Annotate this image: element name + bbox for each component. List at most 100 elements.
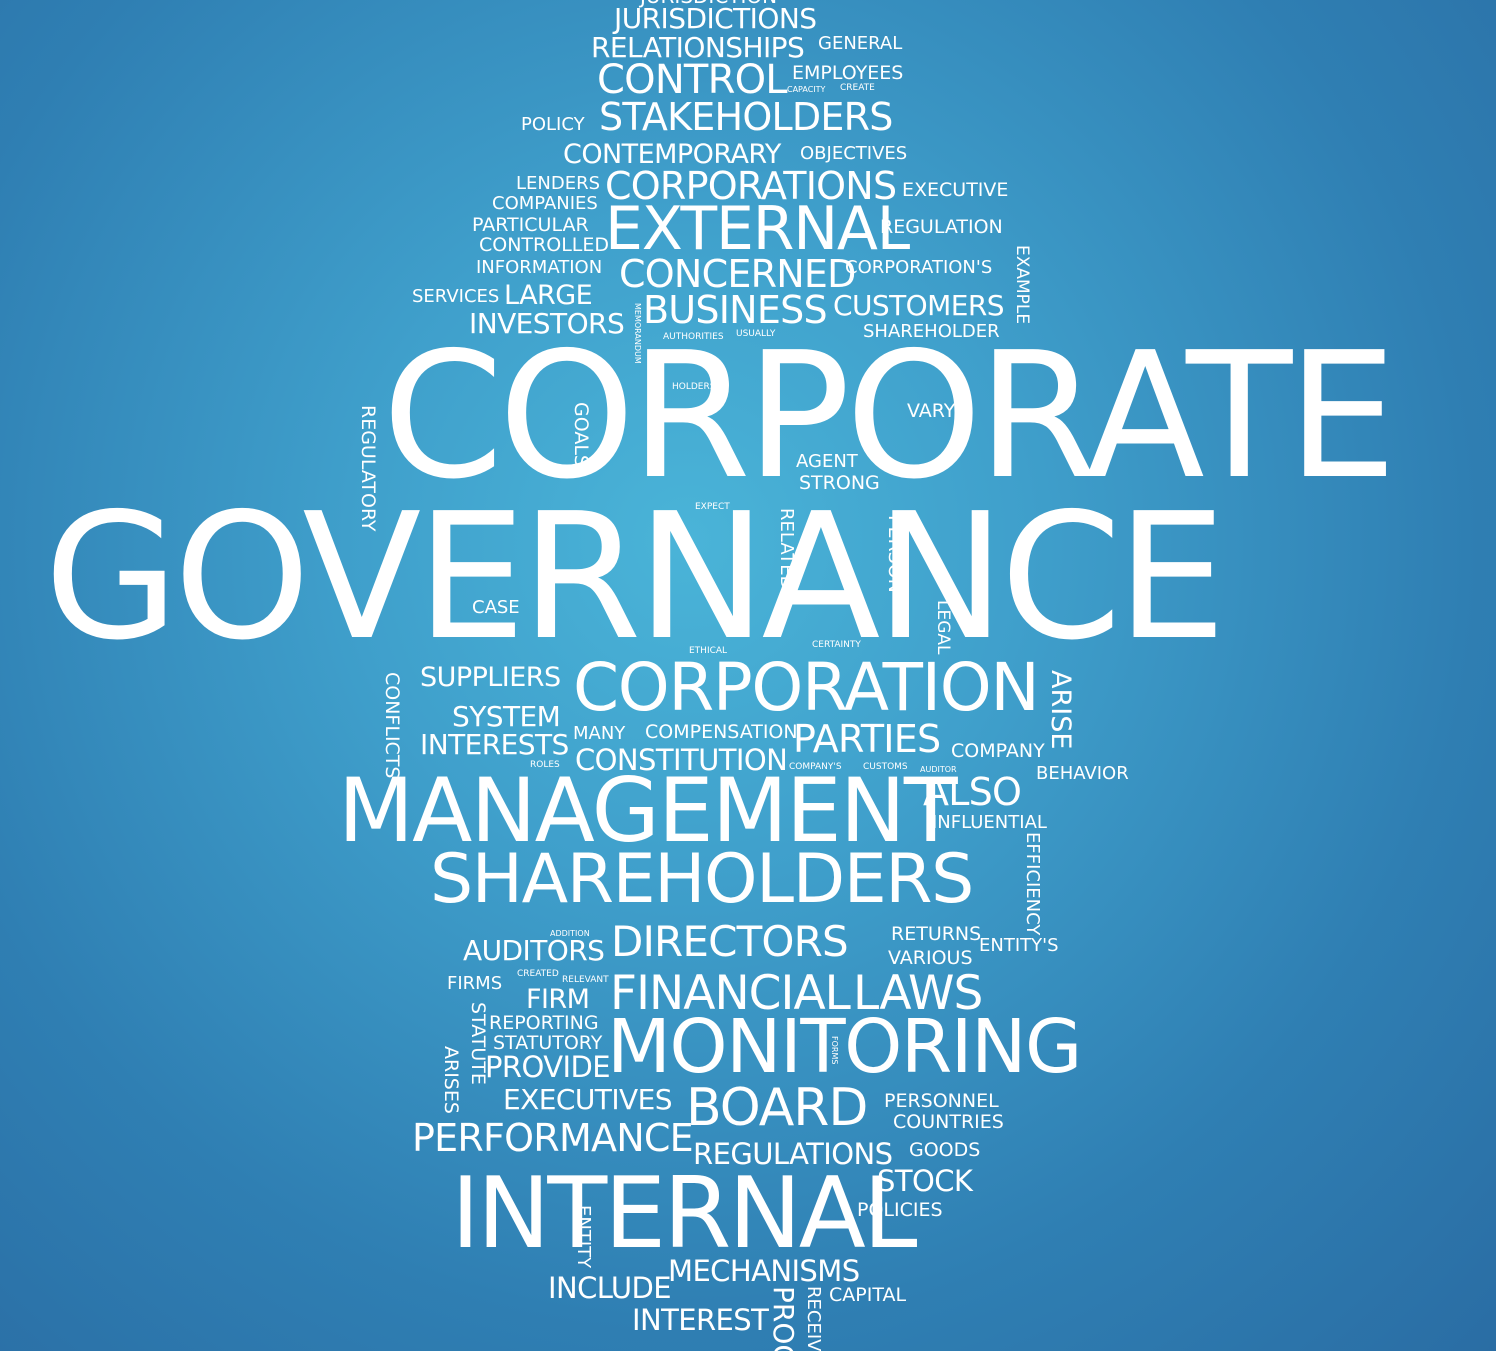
word-firm: FIRM: [526, 984, 590, 1015]
word-proc: PROC: [767, 1286, 800, 1351]
word-business: BUSINESS: [643, 288, 828, 332]
word-relationships: RELATIONSHIPS: [591, 31, 805, 64]
word-statutory: STATUTORY: [493, 1032, 603, 1054]
word-system: SYSTEM: [452, 700, 561, 733]
word-strong: STRONG: [799, 472, 880, 494]
word-ethical: ETHICAL: [689, 646, 728, 656]
word-policy: POLICY: [521, 114, 585, 135]
word-efficiency: EFFICIENCY: [1022, 832, 1043, 936]
word-capital: CAPITAL: [829, 1284, 907, 1306]
word-employees: EMPLOYEES: [792, 62, 904, 84]
word-companies: COMPANIES: [492, 193, 598, 214]
word-information: INFORMATION: [476, 257, 603, 278]
word-goals: GOALS: [570, 402, 592, 467]
word-auditors: AUDITORS: [463, 934, 605, 967]
word-expect: EXPECT: [695, 502, 730, 512]
word-control: CONTROL: [597, 57, 788, 103]
word-shareholders: SHAREHOLDERS: [430, 840, 974, 919]
word-investors: INVESTORS: [469, 307, 625, 340]
word-goods: GOODS: [909, 1139, 981, 1161]
word-many: MANY: [573, 723, 626, 744]
word-stock: STOCK: [877, 1164, 973, 1198]
word-customers: CUSTOMERS: [833, 289, 1005, 322]
word-particular: PARTICULAR: [472, 214, 589, 236]
word-interest: INTEREST: [632, 1303, 769, 1337]
word-capacity: CAPACITY: [787, 85, 826, 94]
word-shareholder: SHAREHOLDER: [863, 321, 1000, 342]
word-controlled: CONTROLLED: [479, 234, 610, 256]
word-holders: HOLDERS: [672, 382, 716, 392]
word-agent: AGENT: [796, 451, 858, 472]
word-external: EXTERNAL: [605, 194, 910, 264]
word-board: BOARD: [686, 1078, 868, 1138]
word-relevant: RELEVANT: [562, 975, 609, 985]
word-suppliers: SUPPLIERS: [420, 662, 561, 693]
word-also: ALSO: [923, 770, 1022, 814]
word-vary: VARY: [907, 400, 956, 422]
word-various: VARIOUS: [888, 947, 973, 969]
word-stakeholders: STAKEHOLDERS: [599, 95, 893, 139]
word-forms: FORMS: [830, 1036, 839, 1065]
word-corporations-s: CORPORATION'S: [845, 257, 993, 278]
word-customs: CUSTOMS: [863, 762, 908, 772]
word-regulations: REGULATIONS: [693, 1137, 893, 1171]
word-internal: INTERNAL: [451, 1157, 917, 1271]
word-governance: GOVERNANCE: [44, 476, 1226, 679]
word-behavior: BEHAVIOR: [1036, 763, 1129, 784]
word-arises: ARISES: [440, 1046, 462, 1114]
word-influential: INFLUENTIAL: [932, 812, 1047, 833]
word-corporations: CORPORATIONS: [605, 164, 897, 208]
word-executives: EXECUTIVES: [503, 1083, 673, 1116]
word-contemporary: CONTEMPORARY: [563, 139, 781, 170]
word-financial: FINANCIAL: [610, 966, 851, 1021]
word-lenders: LENDERS: [516, 173, 601, 194]
word-jurisdiction-clipped: JURISDICTION: [640, 0, 777, 6]
word-parties: PARTIES: [793, 717, 941, 761]
word-compensation: COMPENSATION: [645, 721, 798, 743]
word-large: LARGE: [504, 280, 593, 311]
word-laws: LAWS: [853, 966, 983, 1021]
word-objectives: OBJECTIVES: [800, 143, 908, 164]
word-companys: COMPANY'S: [789, 762, 842, 772]
word-interests: INTERESTS: [420, 728, 569, 761]
word-authorities: AUTHORITIES: [663, 332, 724, 342]
word-provide: PROVIDE: [485, 1050, 611, 1084]
word-executive: EXECUTIVE: [902, 179, 1009, 201]
word-usually: USUALLY: [736, 329, 776, 339]
word-corporate: CORPORATE: [382, 315, 1397, 518]
word-include: INCLUDE: [548, 1271, 672, 1305]
word-entity: ENTITY: [573, 1205, 594, 1269]
word-regulation: REGULATION: [880, 216, 1003, 238]
word-auditor: AUDITOR: [920, 765, 957, 774]
word-concerned: CONCERNED: [619, 252, 856, 296]
word-case: CASE: [472, 597, 520, 618]
word-personnel: PERSONNEL: [884, 1090, 999, 1112]
word-returns: RETURNS: [891, 923, 982, 945]
word-firms: FIRMS: [447, 973, 503, 994]
word-mechanisms: MECHANISMS: [668, 1254, 860, 1288]
word-related: RELATED: [776, 508, 797, 590]
word-roles: ROLES: [530, 760, 560, 770]
word-company: COMPANY: [951, 740, 1045, 762]
word-receiv: RECEIV: [803, 1286, 824, 1351]
word-directors: DIRECTORS: [611, 917, 849, 966]
word-services: SERVICES: [412, 286, 500, 307]
word-person: PERSON: [884, 515, 906, 593]
word-arise: ARISE: [1045, 670, 1076, 750]
word-constitution: CONSTITUTION: [575, 743, 788, 777]
word-performance: PERFORMANCE: [412, 1116, 694, 1160]
word-corporation: CORPORATION: [573, 649, 1040, 726]
word-general: GENERAL: [818, 33, 903, 54]
word-addition: ADDITION: [550, 929, 590, 938]
word-policies: POLICIES: [857, 1199, 943, 1221]
word-legal: LEGAL: [933, 600, 953, 655]
word-jurisdictions: JURISDICTIONS: [614, 2, 817, 35]
word-example: EXAMPLE: [1012, 245, 1032, 325]
word-monitoring: MONITORING: [607, 1004, 1082, 1090]
word-entitys: ENTITY'S: [979, 935, 1059, 956]
word-create: CREATE: [840, 83, 875, 93]
word-reporting: REPORTING: [489, 1012, 599, 1034]
word-created: CREATED: [517, 969, 559, 979]
word-certainty: CERTAINTY: [812, 640, 861, 650]
